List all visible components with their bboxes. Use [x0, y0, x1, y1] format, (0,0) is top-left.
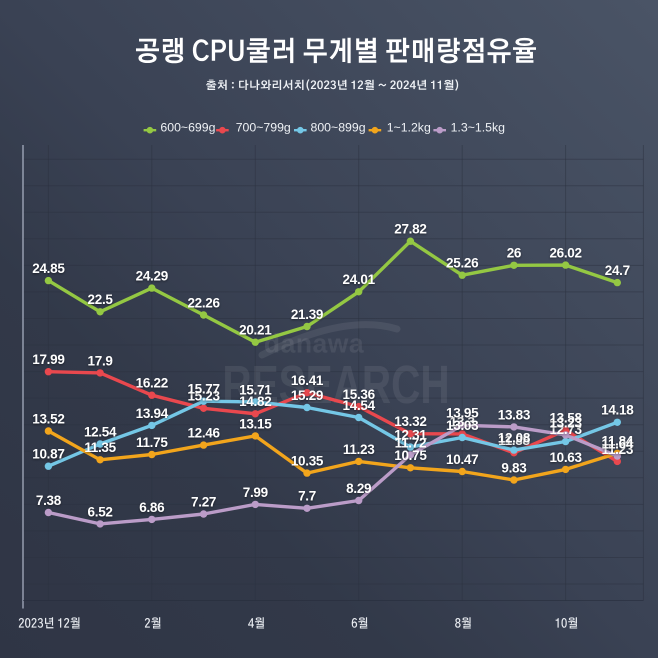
- svg-text:11.75: 11.75: [136, 435, 168, 450]
- svg-text:25.26: 25.26: [446, 256, 479, 271]
- svg-text:16.22: 16.22: [136, 376, 168, 391]
- svg-text:11.35: 11.35: [84, 440, 116, 455]
- svg-text:8.29: 8.29: [346, 481, 371, 496]
- svg-text:RESEARCH: RESEARCH: [222, 355, 449, 415]
- svg-text:24.01: 24.01: [343, 272, 376, 287]
- svg-text:11.23: 11.23: [343, 442, 375, 457]
- svg-text:21.39: 21.39: [291, 307, 323, 322]
- svg-text:11.23: 11.23: [602, 442, 634, 457]
- svg-text:10.63: 10.63: [549, 450, 582, 465]
- svg-text:9.83: 9.83: [501, 460, 527, 475]
- svg-text:13.52: 13.52: [32, 411, 64, 426]
- svg-text:15.36: 15.36: [343, 387, 376, 402]
- svg-text:7.7: 7.7: [298, 489, 316, 504]
- svg-text:15.23: 15.23: [187, 389, 220, 404]
- svg-text:11.72: 11.72: [395, 435, 427, 450]
- svg-text:700~799g: 700~799g: [236, 121, 291, 135]
- svg-text:26: 26: [507, 246, 522, 261]
- svg-text:15.77: 15.77: [187, 382, 219, 397]
- svg-text:12.31: 12.31: [394, 428, 427, 443]
- svg-text:17.9: 17.9: [88, 353, 113, 368]
- svg-text:13.03: 13.03: [446, 418, 479, 433]
- svg-text:7.99: 7.99: [243, 485, 268, 500]
- svg-text:24.7: 24.7: [605, 263, 630, 278]
- svg-text:7.38: 7.38: [36, 493, 62, 508]
- svg-text:24.85: 24.85: [32, 261, 65, 276]
- svg-text:11.64: 11.64: [602, 436, 634, 451]
- svg-text:24.29: 24.29: [136, 269, 168, 284]
- svg-text:13.94: 13.94: [136, 406, 169, 421]
- svg-text:13.3: 13.3: [450, 414, 476, 429]
- svg-text:11.84: 11.84: [602, 434, 634, 449]
- svg-text:22.26: 22.26: [187, 295, 220, 310]
- svg-text:15.71: 15.71: [239, 382, 272, 397]
- svg-text:6.52: 6.52: [88, 504, 113, 519]
- svg-text:10.47: 10.47: [446, 452, 478, 467]
- svg-text:14.54: 14.54: [343, 398, 376, 413]
- svg-text:20.21: 20.21: [239, 323, 272, 338]
- svg-text:7.27: 7.27: [191, 494, 216, 509]
- svg-text:13.95: 13.95: [446, 406, 479, 421]
- svg-text:13.23: 13.23: [549, 415, 582, 430]
- svg-text:12.73: 12.73: [549, 422, 582, 437]
- svg-text:13.32: 13.32: [394, 414, 426, 429]
- svg-text:800~899g: 800~899g: [311, 121, 366, 135]
- svg-text:12.46: 12.46: [187, 426, 220, 441]
- svg-text:17.99: 17.99: [32, 352, 64, 367]
- svg-text:15.29: 15.29: [291, 388, 323, 403]
- svg-text:22.5: 22.5: [88, 292, 114, 307]
- svg-text:12.08: 12.08: [498, 431, 531, 446]
- svg-text:10.87: 10.87: [32, 447, 64, 462]
- svg-text:600~699g: 600~699g: [160, 121, 215, 135]
- svg-text:13.83: 13.83: [498, 407, 531, 422]
- svg-text:1.3~1.5kg: 1.3~1.5kg: [451, 121, 506, 135]
- svg-text:10.35: 10.35: [291, 454, 324, 469]
- svg-text:26.02: 26.02: [549, 246, 581, 261]
- svg-text:6.86: 6.86: [139, 500, 165, 515]
- svg-text:14.18: 14.18: [601, 403, 634, 418]
- svg-text:16.41: 16.41: [291, 373, 324, 388]
- svg-text:13.15: 13.15: [239, 416, 272, 431]
- svg-text:13.58: 13.58: [549, 411, 582, 426]
- svg-text:11.88: 11.88: [498, 433, 530, 448]
- svg-text:27.82: 27.82: [394, 222, 426, 237]
- svg-text:14.82: 14.82: [239, 394, 271, 409]
- svg-text:10.75: 10.75: [394, 448, 427, 463]
- svg-text:1~1.2kg: 1~1.2kg: [387, 121, 431, 135]
- svg-text:12.54: 12.54: [84, 424, 117, 439]
